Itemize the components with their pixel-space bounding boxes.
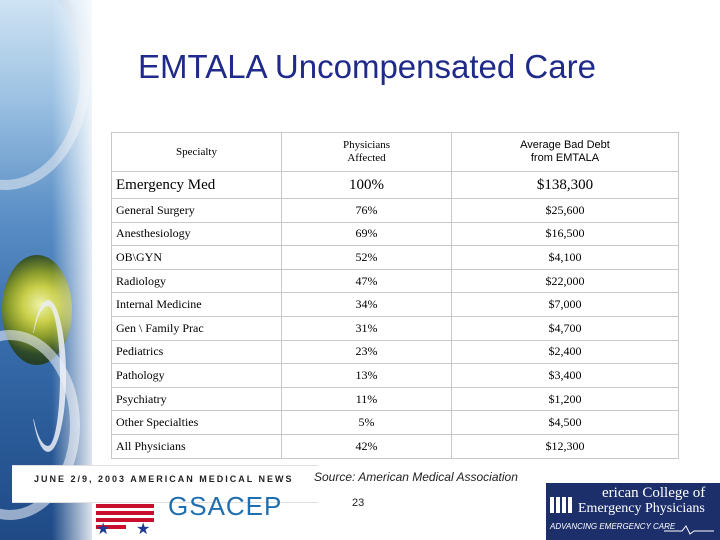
clipping-text: JUNE 2/9, 2003 AMERICAN MEDICAL NEWS: [34, 474, 294, 484]
table-row: Anesthesiology 69% $16,500: [111, 221, 679, 247]
acep-tagline: ADVANCING EMERGENCY CARE: [550, 522, 676, 531]
cell-physicians: 5%: [281, 410, 452, 435]
cell-specialty: Pediatrics: [111, 339, 282, 365]
star-icon: ★: [136, 521, 151, 538]
cell-specialty: OB\GYN: [111, 245, 282, 270]
acep-name-line1: erican College of: [602, 485, 706, 501]
cell-physicians: 76%: [281, 198, 452, 223]
cell-specialty: Pathology: [111, 363, 282, 388]
table-row: Internal Medicine 34% $7,000: [111, 292, 679, 317]
cell-debt: $2,400: [451, 339, 679, 365]
cell-physicians: 69%: [281, 221, 452, 247]
cell-debt: $7,000: [451, 292, 679, 317]
cell-specialty: Radiology: [111, 268, 282, 294]
gsacep-logo-text: GSACEP: [168, 491, 283, 521]
gsacep-flag-logo: ★ ★: [96, 502, 156, 538]
cell-debt: $12,300: [451, 433, 679, 459]
acep-logo: erican College of Emergency Physicians A…: [546, 483, 720, 540]
cell-physicians: 34%: [281, 292, 452, 317]
cell-specialty: All Physicians: [111, 433, 282, 459]
cell-debt: $4,700: [451, 315, 679, 341]
table-row: All Physicians 42% $12,300: [111, 433, 679, 459]
cell-debt: $16,500: [451, 221, 679, 247]
table-row: OB\GYN 52% $4,100: [111, 245, 679, 270]
cell-physicians: 31%: [281, 315, 452, 341]
table-row: Other Specialties 5% $4,500: [111, 410, 679, 435]
newspaper-clipping-bar: JUNE 2/9, 2003 AMERICAN MEDICAL NEWS: [12, 465, 318, 503]
slide-title: EMTALA Uncompensated Care: [138, 48, 596, 85]
header-physicians-affected: Physicians Affected: [281, 132, 452, 172]
cell-specialty: Anesthesiology: [111, 221, 282, 247]
uncompensated-care-table: Specialty Physicians Affected Average Ba…: [111, 132, 679, 459]
cell-physicians: 13%: [281, 363, 452, 388]
header-debt-line1: Average Bad Debt: [520, 139, 610, 151]
cell-debt: $1,200: [451, 386, 679, 412]
header-debt-line2: from EMTALA: [530, 152, 600, 164]
cell-debt: $4,100: [451, 245, 679, 270]
table-row: Emergency Med 100% $138,300: [111, 171, 679, 199]
header-average-bad-debt: Average Bad Debt from EMTALA: [451, 132, 679, 172]
header-physicians-line1: Physicians: [342, 139, 391, 151]
table-row: Pediatrics 23% $2,400: [111, 339, 679, 365]
stethoscope-image: [0, 0, 92, 540]
header-physicians-line2: Affected: [347, 152, 386, 164]
cell-specialty: Internal Medicine: [111, 292, 282, 317]
cell-physicians: 11%: [281, 386, 452, 412]
cell-debt: $3,400: [451, 363, 679, 388]
acep-columns-icon: [550, 497, 572, 513]
heartbeat-wave-icon: [664, 525, 714, 535]
table-row: Radiology 47% $22,000: [111, 268, 679, 294]
table-row: General Surgery 76% $25,600: [111, 198, 679, 223]
cell-specialty: Emergency Med: [111, 171, 282, 199]
cell-debt: $4,500: [451, 410, 679, 435]
cell-specialty: Psychiatry: [111, 386, 282, 412]
cell-debt: $138,300: [451, 171, 679, 199]
header-specialty: Specialty: [111, 132, 282, 172]
source-note: Source: American Medical Association: [314, 470, 518, 484]
cell-physicians: 23%: [281, 339, 452, 365]
table-row: Pathology 13% $3,400: [111, 363, 679, 388]
cell-physicians: 100%: [281, 171, 452, 199]
cell-debt: $22,000: [451, 268, 679, 294]
star-icon: ★: [96, 521, 111, 538]
cell-physicians: 52%: [281, 245, 452, 270]
cell-physicians: 47%: [281, 268, 452, 294]
cell-debt: $25,600: [451, 198, 679, 223]
cell-specialty: General Surgery: [111, 198, 282, 223]
cell-specialty: Other Specialties: [111, 410, 282, 435]
cell-specialty: Gen \ Family Prac: [111, 315, 282, 341]
acep-name-line2: Emergency Physicians: [578, 501, 705, 516]
table-row: Psychiatry 11% $1,200: [111, 386, 679, 412]
cell-physicians: 42%: [281, 433, 452, 459]
table-row: Gen \ Family Prac 31% $4,700: [111, 315, 679, 341]
table-header-row: Specialty Physicians Affected Average Ba…: [111, 132, 679, 172]
page-number: 23: [352, 497, 365, 509]
